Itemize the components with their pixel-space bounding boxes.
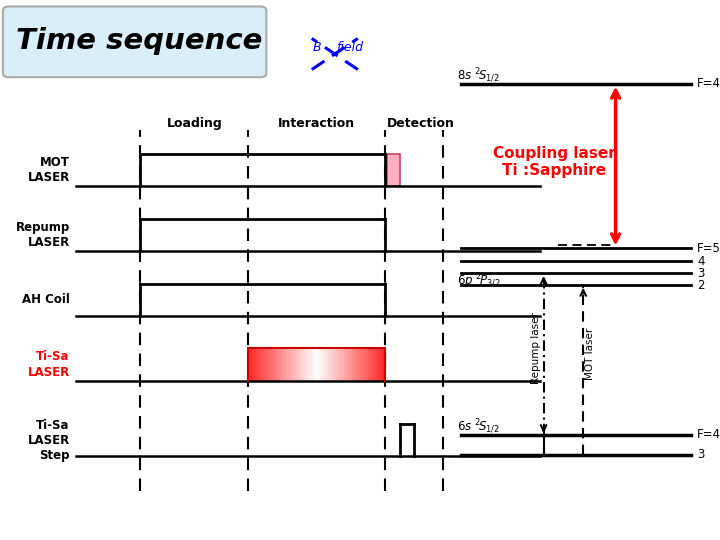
Text: $6p\ ^2\!P_{3/2}$: $6p\ ^2\!P_{3/2}$ <box>457 272 501 291</box>
Text: $8s\ ^2\!S_{1/2}$: $8s\ ^2\!S_{1/2}$ <box>457 66 500 85</box>
FancyBboxPatch shape <box>3 6 266 77</box>
Text: Interaction: Interaction <box>278 117 356 130</box>
Text: field: field <box>336 40 364 54</box>
Text: Detection: Detection <box>387 117 455 130</box>
Text: $6s\ ^2\!S_{1/2}$: $6s\ ^2\!S_{1/2}$ <box>457 417 500 436</box>
Text: Coupling laser
Ti :Sapphire: Coupling laser Ti :Sapphire <box>493 146 616 178</box>
Text: MOT
LASER: MOT LASER <box>27 156 70 184</box>
Text: 4: 4 <box>697 255 704 268</box>
Bar <box>387 154 400 186</box>
Text: F=4: F=4 <box>697 77 720 90</box>
Text: Repump
LASER: Repump LASER <box>16 221 70 249</box>
Text: AH Coil: AH Coil <box>22 293 70 306</box>
Text: 3: 3 <box>697 267 704 280</box>
Text: $B$: $B$ <box>312 40 322 54</box>
Text: F=5: F=5 <box>697 242 720 255</box>
Text: Repump laser: Repump laser <box>531 312 541 384</box>
Text: 3: 3 <box>697 448 704 461</box>
Text: F=4: F=4 <box>697 428 720 441</box>
Text: Loading: Loading <box>166 117 222 130</box>
Text: Time sequence: Time sequence <box>16 27 262 55</box>
Text: 2: 2 <box>697 279 704 292</box>
Text: MOT laser: MOT laser <box>585 328 595 380</box>
Text: Ti-Sa
LASER
Step: Ti-Sa LASER Step <box>27 418 70 462</box>
Text: Ti-Sa
LASER: Ti-Sa LASER <box>27 350 70 379</box>
